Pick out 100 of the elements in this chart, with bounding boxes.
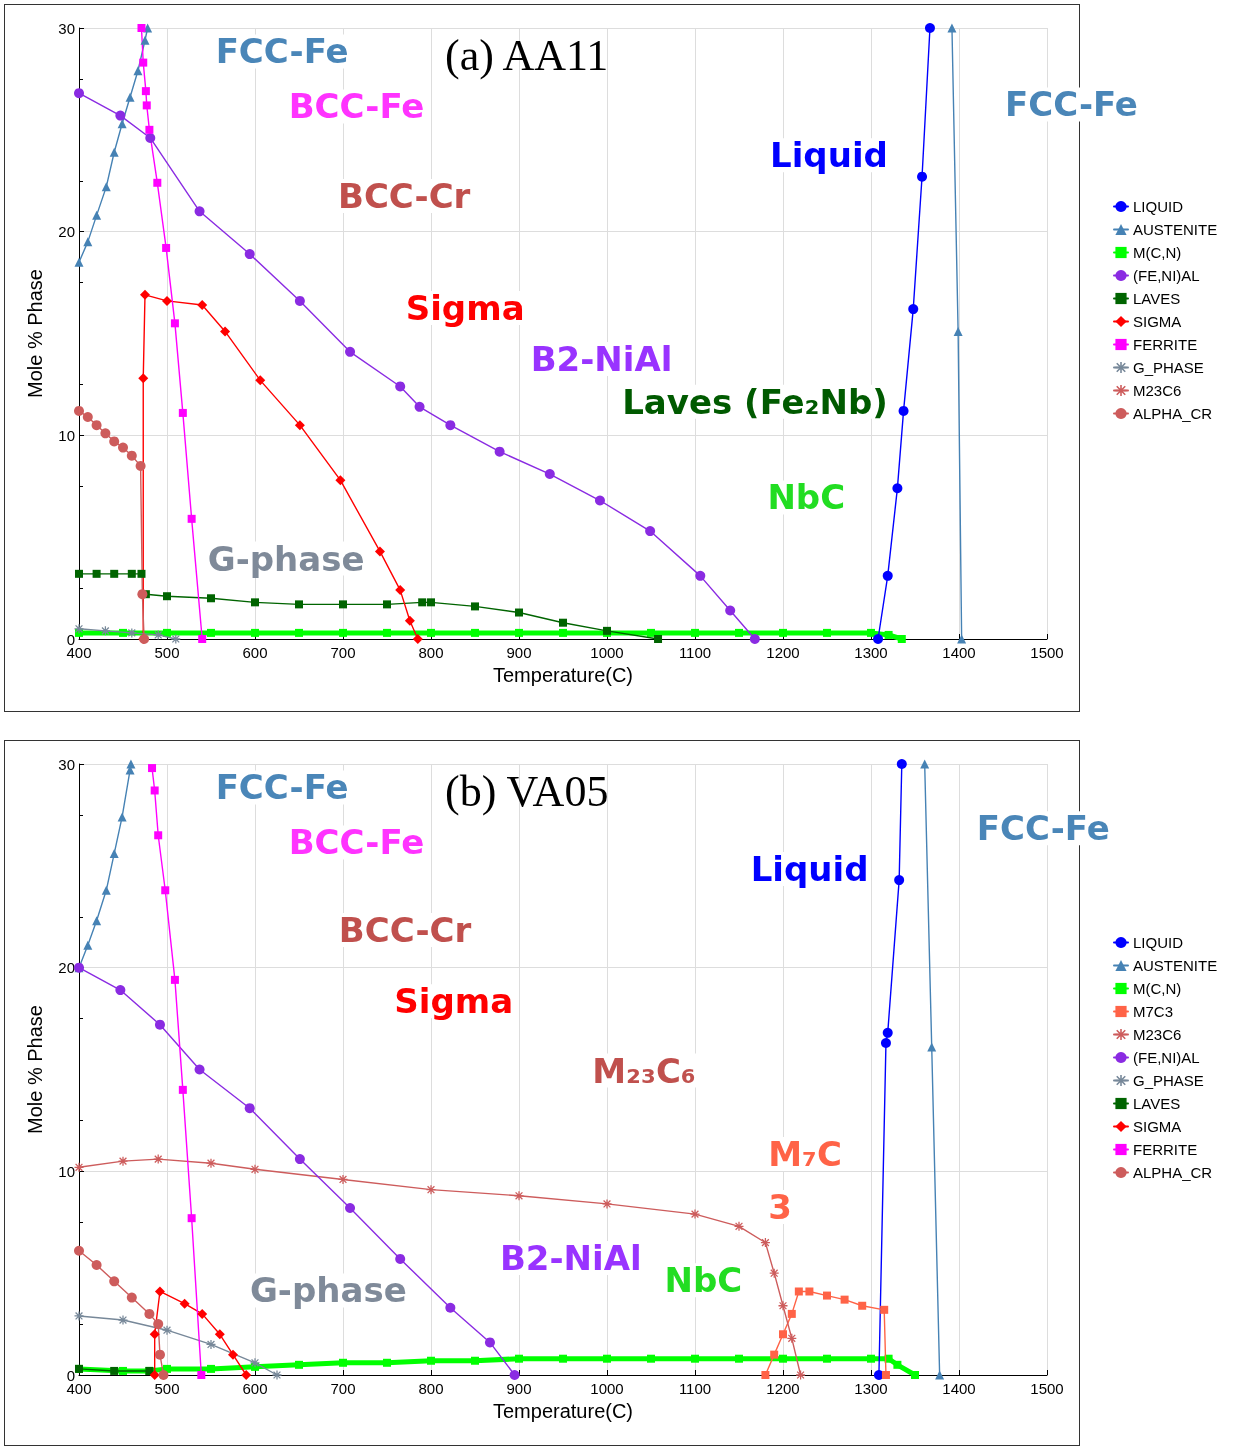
point — [161, 886, 170, 895]
point — [207, 594, 215, 603]
point — [509, 1370, 520, 1380]
point — [884, 630, 893, 639]
chart-title: (a) AA11 — [445, 30, 609, 80]
point — [135, 460, 146, 471]
annotation: G-phase — [249, 1270, 407, 1311]
x-tick-label: 1000 — [590, 644, 624, 661]
point — [118, 1156, 128, 1166]
point — [145, 125, 154, 134]
point — [515, 628, 523, 637]
legend-label: FERRITE — [1133, 1141, 1198, 1158]
point — [198, 635, 207, 643]
point — [805, 1287, 814, 1296]
y-tick-label: 10 — [58, 426, 75, 444]
legend-label: ALPHA_CR — [1133, 405, 1213, 422]
point — [725, 605, 736, 616]
point — [295, 628, 303, 637]
point — [647, 1354, 655, 1363]
annotation: 3 — [768, 1186, 792, 1227]
point — [873, 634, 884, 644]
point — [295, 1360, 303, 1369]
point — [927, 1042, 937, 1052]
point — [295, 600, 303, 609]
point — [594, 495, 605, 506]
x-tick-label: 700 — [330, 644, 356, 661]
point — [91, 420, 102, 431]
point — [339, 628, 347, 637]
x-tick-label: 1000 — [590, 1380, 624, 1397]
point — [484, 1337, 495, 1348]
point — [100, 428, 111, 439]
point — [559, 1354, 567, 1363]
point — [170, 319, 179, 328]
point — [74, 88, 84, 99]
point — [647, 628, 655, 637]
point — [294, 420, 305, 431]
point — [171, 634, 181, 644]
annotation: FCC-Fe — [215, 31, 349, 72]
point — [74, 624, 84, 634]
annotation: Sigma — [394, 981, 514, 1022]
legend-label: M23C6 — [1133, 382, 1182, 399]
point — [953, 326, 963, 336]
annotation: Liquid — [750, 848, 869, 889]
point — [187, 1214, 196, 1223]
point — [779, 1354, 787, 1363]
point — [924, 23, 935, 33]
point — [514, 1191, 524, 1201]
point — [207, 628, 215, 637]
point — [412, 634, 423, 644]
point — [92, 569, 101, 578]
legend-label: LAVES — [1133, 290, 1181, 307]
point — [150, 786, 159, 795]
point — [163, 592, 171, 601]
point — [383, 600, 391, 609]
point — [339, 1358, 347, 1367]
legend-label: G_PHASE — [1133, 1072, 1204, 1089]
x-tick-label: 700 — [330, 1380, 356, 1397]
point — [414, 401, 425, 412]
point — [882, 570, 893, 581]
point — [154, 1286, 165, 1297]
point — [197, 299, 208, 310]
point — [338, 1174, 348, 1184]
x-tick-label: 1300 — [854, 1380, 888, 1397]
point — [445, 420, 456, 431]
point — [345, 346, 356, 357]
point — [427, 1356, 435, 1365]
point — [559, 628, 567, 637]
point — [142, 101, 151, 110]
y-tick-label: 30 — [58, 755, 75, 773]
point — [695, 570, 706, 581]
point — [158, 1370, 169, 1380]
point — [194, 1064, 205, 1075]
point — [787, 1309, 796, 1318]
legend-label: AUSTENITE — [1133, 957, 1218, 974]
point — [427, 628, 435, 637]
point — [137, 569, 146, 578]
x-tick-label: 600 — [242, 644, 268, 661]
point — [143, 23, 153, 33]
point — [178, 408, 187, 417]
point — [75, 569, 83, 578]
point — [794, 1287, 803, 1296]
point — [162, 1325, 172, 1335]
annotation: FCC-Fe — [1005, 84, 1138, 125]
point — [220, 326, 231, 337]
point — [897, 635, 906, 643]
point — [957, 634, 967, 644]
point — [867, 1354, 875, 1363]
y-axis-title: Mole % Phase — [24, 1005, 46, 1134]
x-tick-label: 500 — [154, 1380, 180, 1397]
point — [148, 764, 157, 773]
annotation: M₇C — [768, 1134, 842, 1175]
point — [898, 405, 909, 416]
point — [244, 1103, 255, 1114]
x-tick-label: 1500 — [1030, 1380, 1064, 1397]
y-axis-title: Mole % Phase — [24, 269, 46, 398]
point — [796, 1370, 806, 1380]
x-tick-label: 1200 — [766, 644, 800, 661]
point — [115, 985, 126, 996]
point — [426, 1185, 436, 1195]
point — [207, 1364, 215, 1373]
